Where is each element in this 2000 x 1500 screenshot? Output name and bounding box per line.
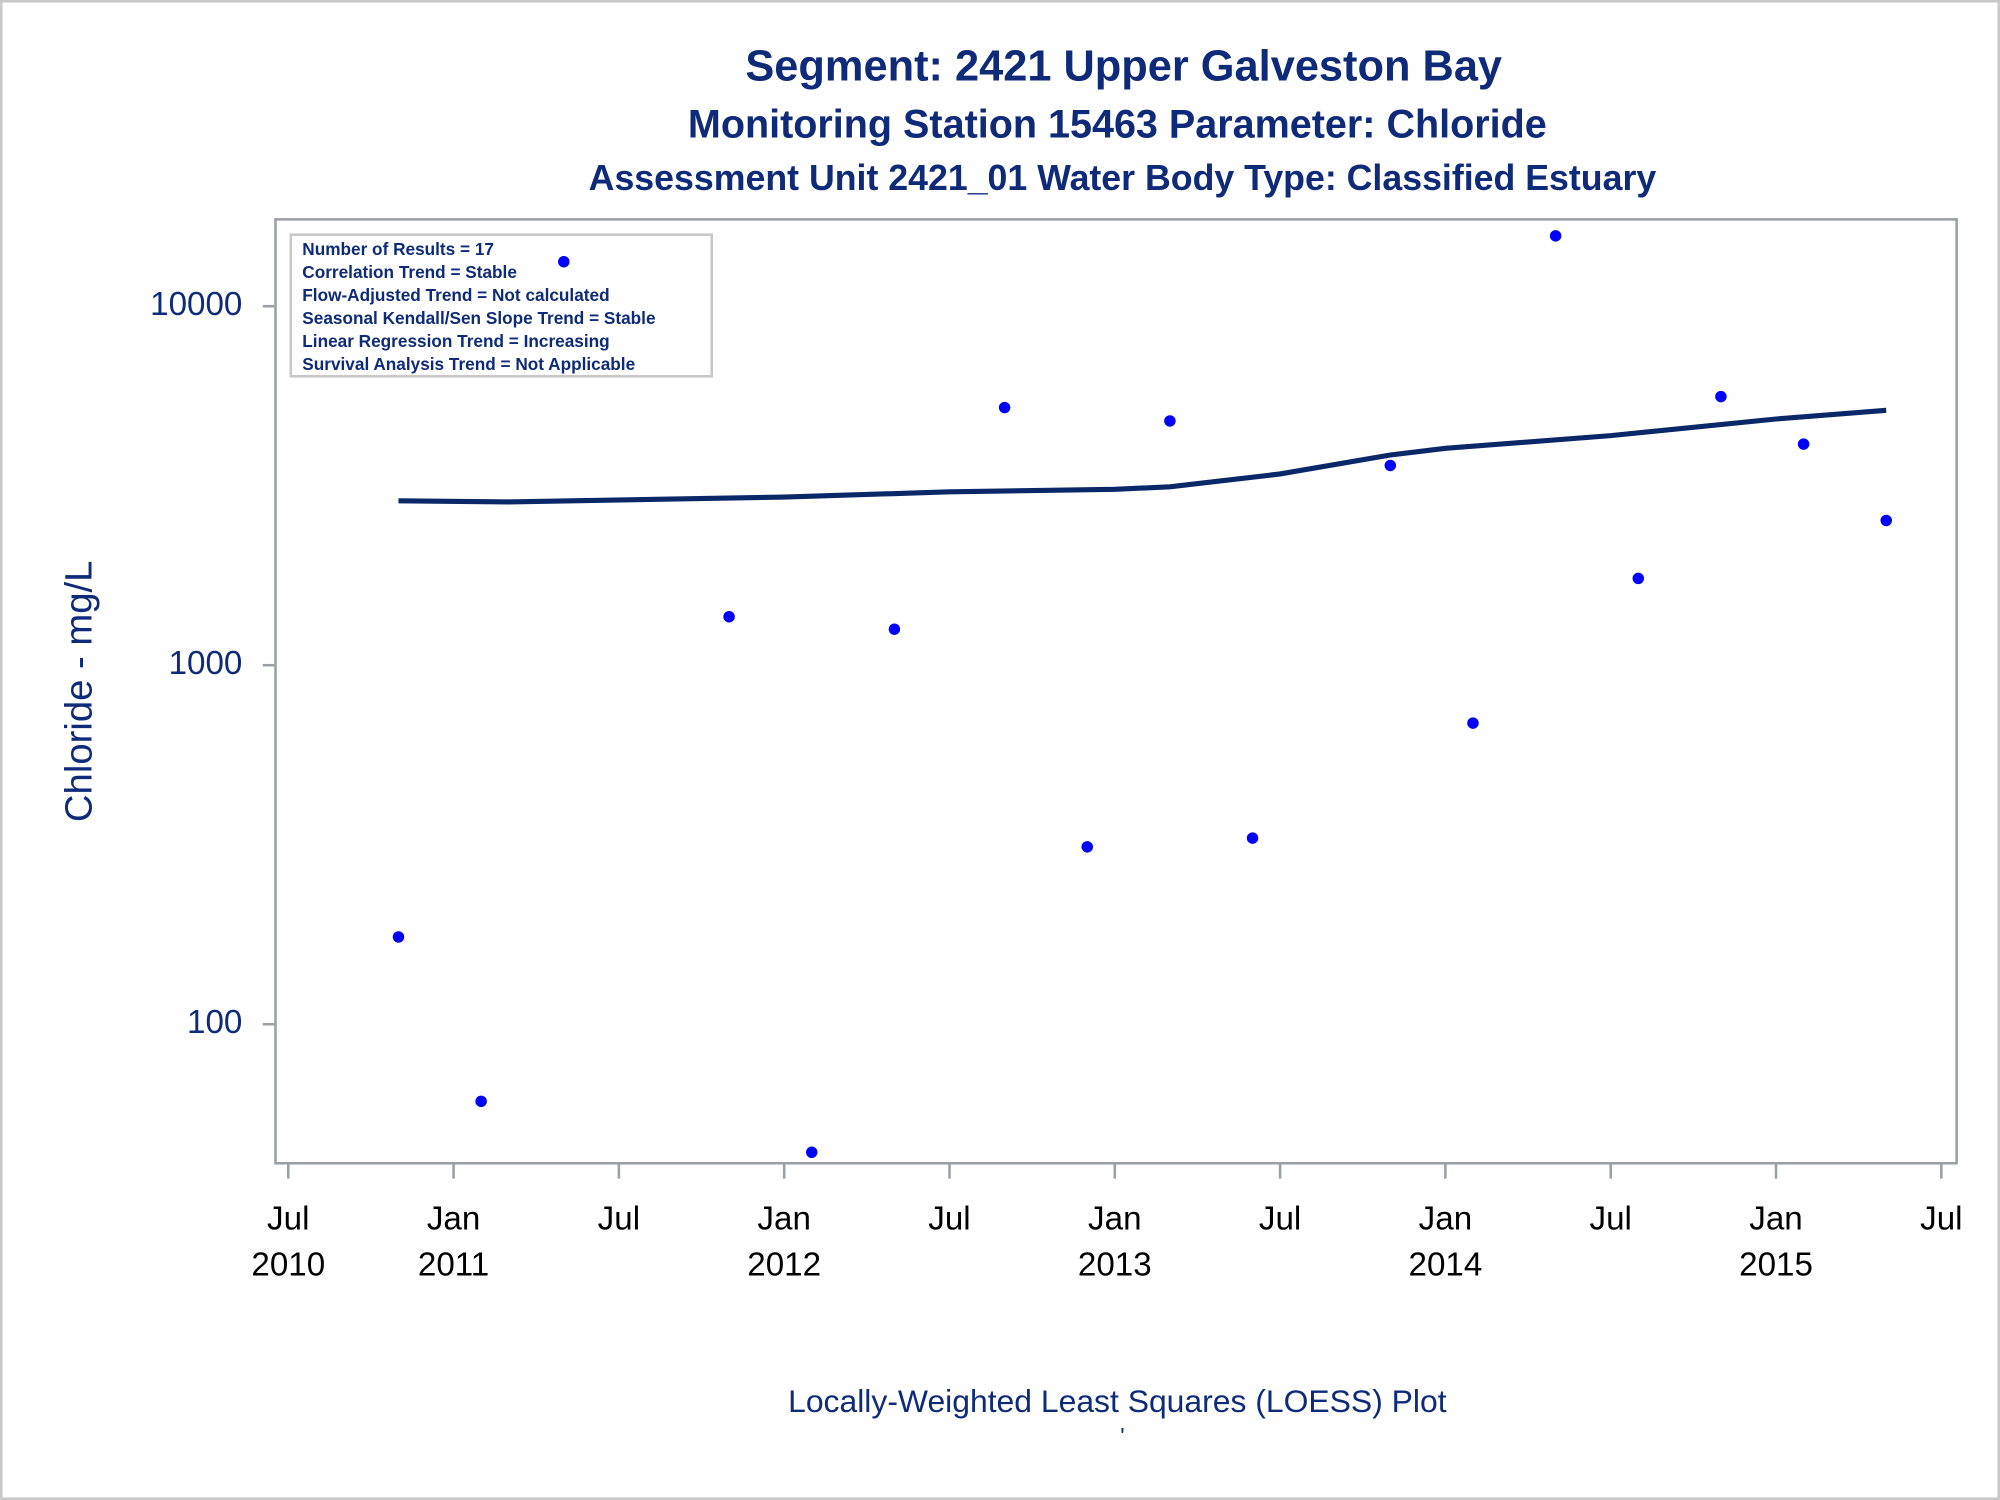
trend-line bbox=[398, 407, 1887, 505]
x-tick-label: Jan 2014 bbox=[1409, 1201, 1483, 1284]
y-axis-label: Chloride - mg/L bbox=[58, 561, 101, 822]
x-tick-label: Jan 2015 bbox=[1739, 1201, 1813, 1284]
data-point bbox=[1549, 230, 1562, 242]
data-point bbox=[1880, 514, 1892, 527]
data-point bbox=[558, 255, 570, 268]
annotation: Seasonal Kendall/Sen Slope Trend = Stabl… bbox=[302, 308, 655, 328]
data-point bbox=[1164, 415, 1176, 427]
footnote: Locally-Weighted Least Squares (LOESS) P… bbox=[788, 1383, 1447, 1419]
x-tick-label: Jul bbox=[928, 1201, 970, 1238]
x-tick-label: Jul bbox=[598, 1201, 640, 1238]
footnote: ' bbox=[1120, 1423, 1124, 1449]
x-tick-label: Jan 2011 bbox=[418, 1201, 489, 1284]
data-point bbox=[1467, 717, 1479, 729]
data-point bbox=[392, 931, 405, 943]
annotation-box bbox=[289, 233, 714, 378]
data-point bbox=[888, 623, 901, 635]
data-point bbox=[475, 1095, 487, 1108]
chart-subtitle: Assessment Unit 2421_01 Water Body Type:… bbox=[589, 158, 1657, 198]
data-point bbox=[1081, 841, 1093, 853]
annotation: Number of Results = 17 bbox=[302, 239, 494, 259]
annotation: Linear Regression Trend = Increasing bbox=[302, 331, 609, 351]
x-tick-label: Jul bbox=[1920, 1201, 1962, 1238]
x-tick-label: Jan 2012 bbox=[747, 1201, 821, 1284]
data-point bbox=[1246, 832, 1259, 844]
annotation: Flow-Adjusted Trend = Not calculated bbox=[302, 285, 609, 305]
data-point bbox=[723, 610, 735, 623]
chart-title: Segment: 2421 Upper Galveston Bay bbox=[745, 42, 1502, 90]
annotation: Survival Analysis Trend = Not Applicable bbox=[302, 354, 635, 374]
annotation: Correlation Trend = Stable bbox=[302, 262, 517, 282]
x-tick-label: Jul 2010 bbox=[251, 1201, 325, 1284]
chart-subtitle: Monitoring Station 15463 Parameter: Chlo… bbox=[688, 103, 1547, 147]
y-tick-label: 100 bbox=[187, 1004, 242, 1041]
x-tick-label: Jul bbox=[1590, 1201, 1632, 1238]
y-tick-label: 10000 bbox=[150, 286, 242, 323]
data-point bbox=[1797, 438, 1810, 450]
data-point bbox=[998, 401, 1011, 414]
plot-frame bbox=[274, 218, 1958, 1165]
data-point bbox=[1632, 572, 1645, 585]
x-tick-label: Jul bbox=[1259, 1201, 1301, 1238]
data-point bbox=[805, 1146, 818, 1158]
x-tick-label: Jan 2013 bbox=[1078, 1201, 1152, 1284]
data-point bbox=[1715, 390, 1727, 403]
y-tick-label: 1000 bbox=[169, 645, 243, 682]
data-point bbox=[1384, 459, 1397, 472]
